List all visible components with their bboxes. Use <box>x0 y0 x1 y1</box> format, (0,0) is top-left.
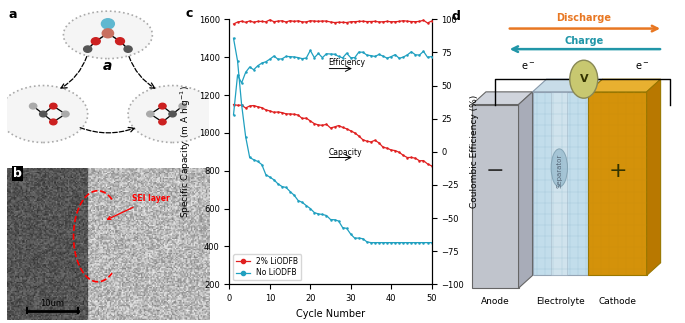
Text: b: b <box>13 167 22 180</box>
Circle shape <box>179 103 186 109</box>
Ellipse shape <box>64 11 152 59</box>
Polygon shape <box>472 92 532 105</box>
Circle shape <box>50 103 57 109</box>
Text: Cathode: Cathode <box>599 297 636 306</box>
Circle shape <box>124 46 132 52</box>
Polygon shape <box>551 92 567 276</box>
Polygon shape <box>519 92 532 288</box>
Text: 10um: 10um <box>40 299 64 308</box>
Text: +: + <box>608 161 627 181</box>
Y-axis label: Coulombic Efficiency (%): Coulombic Efficiency (%) <box>470 95 479 208</box>
Text: a: a <box>9 8 17 21</box>
Legend: 2% LiODFB, No LiODFB: 2% LiODFB, No LiODFB <box>234 254 301 280</box>
Text: Anode: Anode <box>481 297 510 306</box>
Text: −: − <box>486 161 505 181</box>
Circle shape <box>84 46 92 52</box>
Circle shape <box>169 111 176 117</box>
Text: SEI layer: SEI layer <box>108 194 170 219</box>
Circle shape <box>147 111 154 117</box>
X-axis label: Cycle Number: Cycle Number <box>296 308 365 318</box>
Circle shape <box>159 103 166 109</box>
Y-axis label: Specific Capacity (m A h g$^{-1}$): Specific Capacity (m A h g$^{-1}$) <box>179 85 193 218</box>
Polygon shape <box>647 79 660 276</box>
Circle shape <box>50 119 57 125</box>
Polygon shape <box>472 105 519 288</box>
Circle shape <box>62 111 69 117</box>
Ellipse shape <box>128 86 217 142</box>
Circle shape <box>29 103 37 109</box>
Circle shape <box>116 38 125 45</box>
Circle shape <box>102 29 114 38</box>
Text: e$^-$: e$^-$ <box>635 61 649 72</box>
Ellipse shape <box>0 86 88 142</box>
Text: V: V <box>580 74 588 84</box>
Circle shape <box>570 60 598 98</box>
Text: Discharge: Discharge <box>556 13 611 23</box>
Text: a: a <box>103 59 112 73</box>
Circle shape <box>40 111 47 117</box>
Polygon shape <box>532 92 588 276</box>
Text: Separator: Separator <box>556 153 562 188</box>
Text: Electrolyte: Electrolyte <box>536 297 585 306</box>
Text: c: c <box>185 7 192 20</box>
Circle shape <box>91 38 100 45</box>
Circle shape <box>101 19 114 29</box>
Text: d: d <box>451 10 460 23</box>
Polygon shape <box>588 92 647 276</box>
Text: e$^-$: e$^-$ <box>521 61 535 72</box>
Ellipse shape <box>551 149 567 187</box>
Circle shape <box>159 119 166 125</box>
Text: Capacity: Capacity <box>329 148 362 157</box>
Text: Efficiency: Efficiency <box>329 58 366 67</box>
Text: Charge: Charge <box>564 36 603 46</box>
Polygon shape <box>588 79 660 92</box>
Polygon shape <box>532 79 602 92</box>
